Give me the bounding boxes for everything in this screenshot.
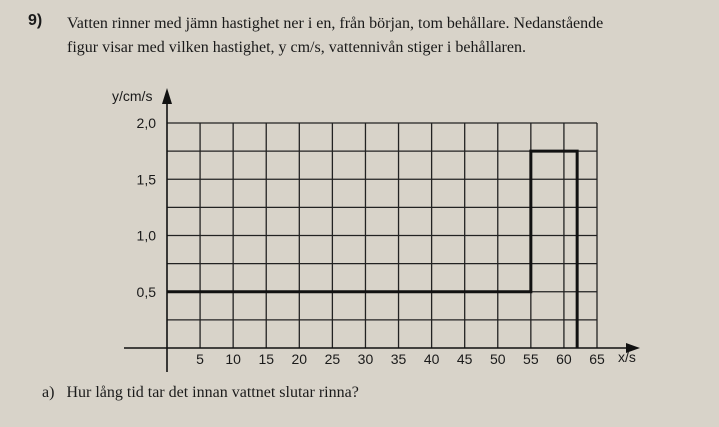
y-axis-arrow bbox=[162, 88, 172, 104]
x-tick-label: 25 bbox=[325, 351, 341, 367]
x-tick-label: 5 bbox=[196, 351, 204, 367]
question-number: 9) bbox=[28, 12, 43, 29]
x-tick-label: 55 bbox=[523, 351, 539, 367]
y-tick-label: 0,5 bbox=[137, 284, 157, 300]
y-tick-label: 1,0 bbox=[137, 228, 157, 244]
x-axis-label: x/s bbox=[618, 349, 636, 365]
x-tick-label: 10 bbox=[225, 351, 241, 367]
x-tick-label: 45 bbox=[457, 351, 473, 367]
y-axis-label: y/cm/s bbox=[112, 88, 152, 104]
data-line bbox=[167, 149, 579, 348]
y-tick-label: 2,0 bbox=[137, 115, 157, 131]
question-line-2: figur visar med vilken hastighet, y cm/s… bbox=[67, 39, 526, 56]
part-a: a) Hur lång tid tar det innan vattnet sl… bbox=[42, 384, 359, 402]
x-tick-label: 65 bbox=[589, 351, 605, 367]
question-text: Vatten rinner med jämn hastighet ner i e… bbox=[67, 12, 707, 60]
part-a-text: Hur lång tid tar det innan vattnet sluta… bbox=[66, 384, 359, 401]
y-tick-label: 1,5 bbox=[137, 171, 157, 187]
x-tick-label: 60 bbox=[556, 351, 572, 367]
x-tick-label: 15 bbox=[258, 351, 274, 367]
part-a-label: a) bbox=[42, 384, 55, 401]
x-tick-label: 20 bbox=[292, 351, 308, 367]
x-tick-label: 35 bbox=[391, 351, 407, 367]
x-axis-arrow bbox=[626, 343, 640, 353]
x-tick-label: 30 bbox=[358, 351, 374, 367]
x-tick-label: 40 bbox=[424, 351, 440, 367]
question-line-1: Vatten rinner med jämn hastighet ner i e… bbox=[67, 15, 604, 32]
x-tick-label: 50 bbox=[490, 351, 506, 367]
